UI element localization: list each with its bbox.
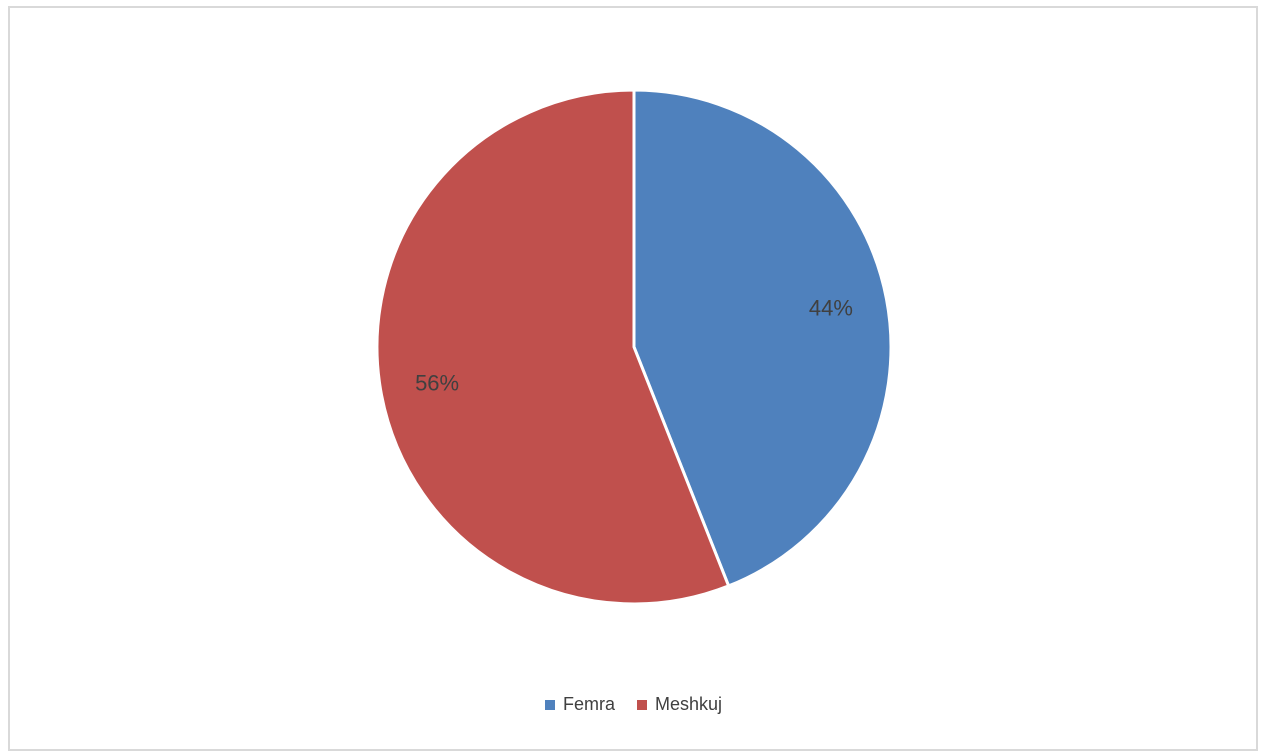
- slice-label-meshkuj: 56%: [415, 370, 459, 395]
- legend-swatch-meshkuj: [636, 699, 647, 710]
- legend-item-meshkuj: Meshkuj: [636, 694, 723, 715]
- slice-label-femra: 44%: [809, 295, 853, 320]
- legend: Femra Meshkuj: [0, 694, 1267, 715]
- legend-label-femra: Femra: [562, 694, 615, 714]
- legend-item-femra: Femra: [544, 694, 615, 715]
- pie-slice-femra: [632, 88, 893, 588]
- legend-swatch-femra: [544, 699, 555, 710]
- legend-label-meshkuj: Meshkuj: [654, 694, 723, 714]
- pie-slice-meshkuj: [375, 88, 731, 606]
